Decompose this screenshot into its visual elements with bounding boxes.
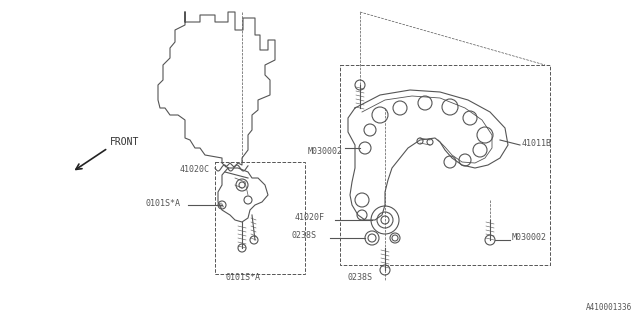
Text: 0101S*A: 0101S*A (145, 198, 180, 207)
Text: M030002: M030002 (308, 148, 343, 156)
Bar (340, 65, 550, 265)
Text: FRONT: FRONT (110, 137, 140, 147)
Text: 41020F: 41020F (295, 213, 325, 222)
Text: 41020C: 41020C (180, 165, 210, 174)
Text: 0101S*A: 0101S*A (225, 274, 260, 283)
Text: M030002: M030002 (512, 234, 547, 243)
Text: 0238S: 0238S (292, 231, 317, 241)
Text: 41011B: 41011B (522, 139, 552, 148)
Bar (215, 162, 305, 274)
Text: 0238S: 0238S (348, 274, 373, 283)
Text: A410001336: A410001336 (586, 303, 632, 312)
